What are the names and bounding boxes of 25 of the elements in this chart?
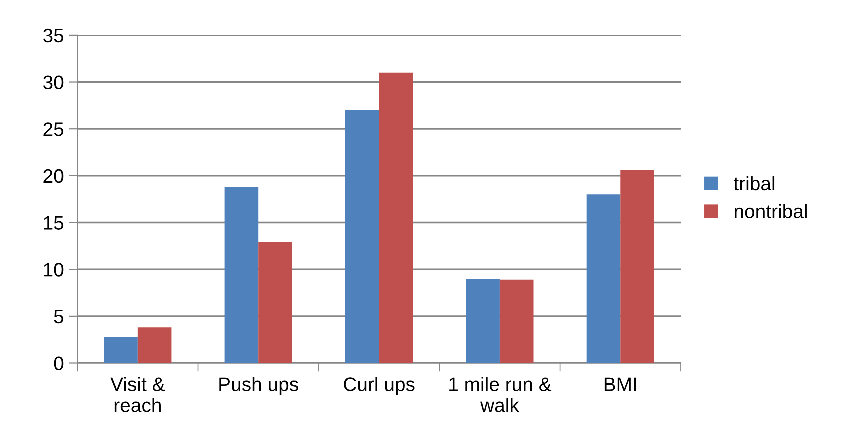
y-tick-label: 35 — [44, 28, 64, 43]
x-tick-label: BMI — [604, 378, 636, 392]
x-tick-label: Visit & reach — [110, 377, 165, 412]
bar — [379, 72, 414, 364]
bar — [500, 280, 534, 364]
bar — [620, 170, 654, 364]
y-tick-label: 25 — [44, 122, 64, 136]
y-tick-label: 30 — [44, 76, 64, 90]
x-tick-label: Curl ups — [344, 377, 415, 396]
legend-label: tribal — [734, 176, 775, 191]
y-tick-label: 5 — [54, 310, 64, 324]
bar — [586, 194, 621, 364]
bar — [258, 242, 292, 364]
bar — [224, 187, 259, 364]
legend-label: nontribal — [734, 204, 807, 218]
y-tick-label: 20 — [44, 169, 64, 184]
bar — [104, 337, 138, 364]
x-tick-label: Push ups — [220, 377, 298, 396]
x-tick-label: 1 mile run & walk — [450, 377, 552, 412]
y-tick-label: 0 — [54, 356, 64, 370]
y-tick-label: 15 — [44, 216, 64, 230]
bar — [345, 110, 380, 364]
bar — [138, 328, 172, 364]
y-tick-label: 10 — [44, 263, 64, 277]
bar — [466, 278, 500, 364]
